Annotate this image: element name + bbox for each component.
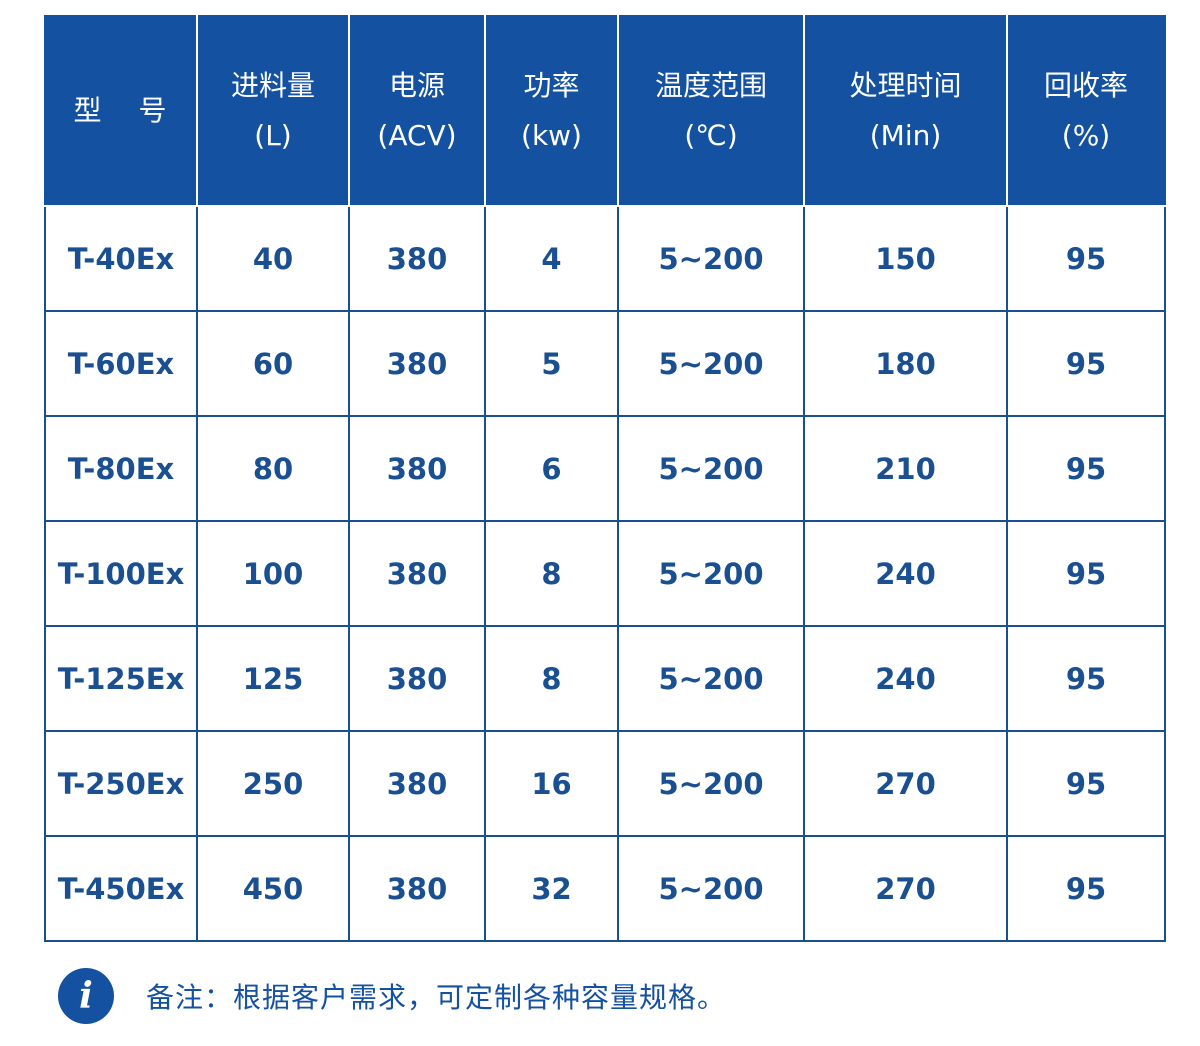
cell-processing-time: 240: [803, 520, 1008, 627]
cell-model: T-125Ex: [44, 625, 198, 732]
cell-recovery-rate: 95: [1006, 625, 1166, 732]
cell-temperature-range: 5~200: [617, 625, 805, 732]
cell-power: 16: [484, 730, 619, 837]
cell-power-supply: 380: [348, 625, 486, 732]
cell-power-supply: 380: [348, 835, 486, 942]
cell-feed-volume: 250: [196, 730, 350, 837]
cell-power-supply: 380: [348, 415, 486, 522]
header-row: 型 号 进料量 (L) 电源 (ACV) 功率 (kw) 温度范围 (℃) 处理…: [44, 15, 1166, 207]
header-processing-time-label: 处理时间: [849, 69, 962, 102]
cell-model: T-100Ex: [44, 520, 198, 627]
table-row: T-125Ex 125 380 8 5~200 240 95: [44, 625, 1166, 732]
cell-model: T-40Ex: [44, 205, 198, 312]
cell-power: 4: [484, 205, 619, 312]
table-body: T-40Ex 40 380 4 5~200 150 95 T-60Ex 60 3…: [44, 205, 1166, 942]
cell-recovery-rate: 95: [1006, 730, 1166, 837]
cell-recovery-rate: 95: [1006, 835, 1166, 942]
cell-temperature-range: 5~200: [617, 520, 805, 627]
cell-temperature-range: 5~200: [617, 835, 805, 942]
cell-model: T-60Ex: [44, 310, 198, 417]
cell-temperature-range: 5~200: [617, 730, 805, 837]
cell-model: T-80Ex: [44, 415, 198, 522]
cell-processing-time: 180: [803, 310, 1008, 417]
header-recovery-rate-label: 回收率: [1043, 69, 1128, 102]
info-icon: i: [58, 968, 114, 1024]
header-power-supply: 电源 (ACV): [348, 15, 486, 207]
cell-power-supply: 380: [348, 520, 486, 627]
header-model: 型 号: [44, 15, 198, 207]
header-feed-volume: 进料量 (L): [196, 15, 350, 207]
header-temperature-range-label: 温度范围: [654, 69, 767, 102]
cell-temperature-range: 5~200: [617, 415, 805, 522]
header-model-label: 型 号: [73, 94, 181, 127]
cell-processing-time: 270: [803, 835, 1008, 942]
header-power: 功率 (kw): [484, 15, 619, 207]
cell-power: 6: [484, 415, 619, 522]
cell-recovery-rate: 95: [1006, 520, 1166, 627]
table-row: T-40Ex 40 380 4 5~200 150 95: [44, 205, 1166, 312]
table-row: T-80Ex 80 380 6 5~200 210 95: [44, 415, 1166, 522]
cell-recovery-rate: 95: [1006, 205, 1166, 312]
header-processing-time-unit: (Min): [869, 119, 942, 152]
header-power-unit: (kw): [521, 119, 582, 152]
cell-recovery-rate: 95: [1006, 415, 1166, 522]
cell-power-supply: 380: [348, 730, 486, 837]
cell-power: 5: [484, 310, 619, 417]
header-power-supply-unit: (ACV): [377, 119, 457, 152]
cell-feed-volume: 40: [196, 205, 350, 312]
header-feed-volume-unit: (L): [254, 119, 292, 152]
header-processing-time: 处理时间 (Min): [803, 15, 1008, 207]
cell-power: 8: [484, 625, 619, 732]
cell-processing-time: 210: [803, 415, 1008, 522]
table-row: T-450Ex 450 380 32 5~200 270 95: [44, 835, 1166, 942]
cell-feed-volume: 450: [196, 835, 350, 942]
cell-power-supply: 380: [348, 310, 486, 417]
cell-feed-volume: 80: [196, 415, 350, 522]
header-temperature-range: 温度范围 (℃): [617, 15, 805, 207]
table-header: 型 号 进料量 (L) 电源 (ACV) 功率 (kw) 温度范围 (℃) 处理…: [44, 15, 1166, 207]
cell-power: 8: [484, 520, 619, 627]
header-recovery-rate-unit: (%): [1061, 119, 1111, 152]
cell-processing-time: 270: [803, 730, 1008, 837]
table-row: T-60Ex 60 380 5 5~200 180 95: [44, 310, 1166, 417]
cell-power: 32: [484, 835, 619, 942]
cell-temperature-range: 5~200: [617, 205, 805, 312]
cell-processing-time: 240: [803, 625, 1008, 732]
cell-feed-volume: 100: [196, 520, 350, 627]
table-row: T-100Ex 100 380 8 5~200 240 95: [44, 520, 1166, 627]
header-feed-volume-label: 进料量: [230, 69, 315, 102]
cell-power-supply: 380: [348, 205, 486, 312]
cell-model: T-250Ex: [44, 730, 198, 837]
spec-table: 型 号 进料量 (L) 电源 (ACV) 功率 (kw) 温度范围 (℃) 处理…: [44, 15, 1166, 942]
header-power-supply-label: 电源: [388, 69, 445, 102]
header-recovery-rate: 回收率 (%): [1006, 15, 1166, 207]
footnote: i 备注：根据客户需求，可定制各种容量规格。: [58, 966, 726, 1026]
cell-recovery-rate: 95: [1006, 310, 1166, 417]
table-row: T-250Ex 250 380 16 5~200 270 95: [44, 730, 1166, 837]
cell-processing-time: 150: [803, 205, 1008, 312]
header-power-label: 功率: [523, 69, 580, 102]
footnote-text: 备注：根据客户需求，可定制各种容量规格。: [146, 981, 727, 1014]
cell-temperature-range: 5~200: [617, 310, 805, 417]
header-temperature-range-unit: (℃): [684, 119, 738, 152]
cell-model: T-450Ex: [44, 835, 198, 942]
cell-feed-volume: 60: [196, 310, 350, 417]
cell-feed-volume: 125: [196, 625, 350, 732]
